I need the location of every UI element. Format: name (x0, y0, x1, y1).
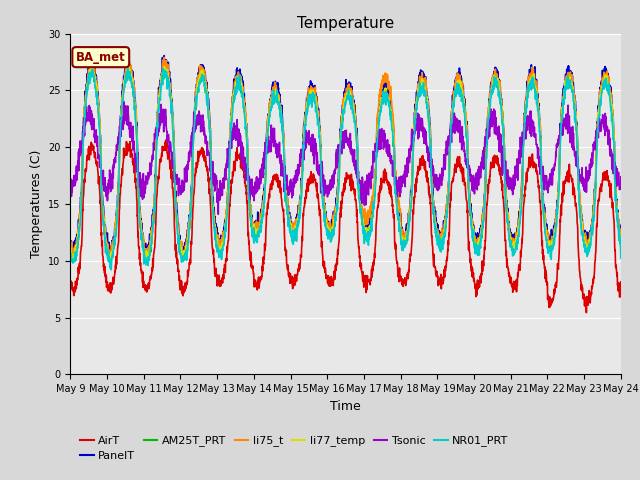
NR01_PRT (67, 252, 74, 258)
AM25T_PRT (506, 236, 514, 241)
NR01_PRT (221, 234, 228, 240)
li77_temp (106, 257, 114, 263)
li75_t (617, 245, 625, 251)
AM25T_PRT (569, 90, 577, 96)
Legend: AirT, PanelT, AM25T_PRT, li75_t, li77_temp, Tsonic, NR01_PRT: AirT, PanelT, AM25T_PRT, li75_t, li77_te… (76, 431, 513, 466)
NR01_PRT (124, 65, 132, 71)
PanelT (88, 52, 95, 58)
Line: AM25T_PRT: AM25T_PRT (70, 68, 621, 264)
AirT (162, 137, 170, 143)
Tsonic (214, 211, 222, 217)
li75_t (374, 112, 381, 118)
li75_t (584, 240, 592, 246)
Tsonic (617, 174, 625, 180)
AM25T_PRT (142, 262, 150, 267)
li77_temp (569, 87, 577, 93)
PanelT (617, 240, 625, 246)
Line: AirT: AirT (70, 140, 621, 312)
AirT (584, 297, 592, 302)
NR01_PRT (584, 245, 592, 251)
Tsonic (584, 168, 592, 174)
AM25T_PRT (125, 65, 133, 71)
Tsonic (506, 186, 514, 192)
li77_temp (88, 59, 96, 65)
li75_t (221, 229, 228, 235)
NR01_PRT (362, 230, 370, 236)
PanelT (221, 223, 228, 229)
PanelT (374, 120, 381, 126)
AirT (506, 273, 513, 279)
AirT (374, 204, 381, 210)
li77_temp (67, 242, 74, 248)
li75_t (180, 256, 188, 262)
PanelT (584, 235, 592, 241)
AirT (617, 279, 625, 285)
NR01_PRT (506, 240, 514, 246)
Tsonic (569, 124, 577, 130)
AM25T_PRT (374, 125, 381, 131)
Line: NR01_PRT: NR01_PRT (70, 68, 621, 270)
AirT (67, 279, 74, 285)
li75_t (506, 231, 514, 237)
li77_temp (506, 236, 514, 241)
Tsonic (221, 176, 228, 182)
Text: BA_met: BA_met (76, 51, 125, 64)
X-axis label: Time: Time (330, 400, 361, 413)
li75_t (569, 89, 577, 95)
AM25T_PRT (617, 248, 625, 253)
Y-axis label: Temperatures (C): Temperatures (C) (29, 150, 43, 258)
PanelT (506, 227, 514, 233)
Line: Tsonic: Tsonic (70, 101, 621, 214)
Tsonic (67, 180, 74, 185)
NR01_PRT (374, 128, 381, 133)
AM25T_PRT (584, 240, 592, 245)
AM25T_PRT (221, 232, 228, 238)
PanelT (180, 252, 188, 258)
li75_t (161, 55, 168, 60)
Tsonic (362, 192, 370, 197)
PanelT (362, 215, 370, 220)
li77_temp (362, 232, 370, 238)
li77_temp (584, 241, 592, 247)
AirT (582, 310, 590, 315)
li75_t (362, 221, 370, 227)
Title: Temperature: Temperature (297, 16, 394, 31)
AM25T_PRT (362, 229, 370, 235)
PanelT (569, 81, 577, 86)
AirT (220, 266, 228, 272)
Line: li75_t: li75_t (70, 58, 621, 259)
li77_temp (221, 232, 228, 238)
Line: li77_temp: li77_temp (70, 62, 621, 260)
PanelT (67, 243, 74, 249)
li77_temp (617, 243, 625, 249)
NR01_PRT (108, 267, 115, 273)
Tsonic (120, 98, 127, 104)
AirT (568, 176, 576, 181)
li75_t (67, 240, 74, 246)
NR01_PRT (569, 87, 577, 93)
AirT (362, 277, 369, 283)
AM25T_PRT (67, 249, 74, 254)
li77_temp (374, 125, 381, 131)
NR01_PRT (617, 255, 625, 261)
Line: PanelT: PanelT (70, 55, 621, 255)
Tsonic (374, 139, 381, 145)
